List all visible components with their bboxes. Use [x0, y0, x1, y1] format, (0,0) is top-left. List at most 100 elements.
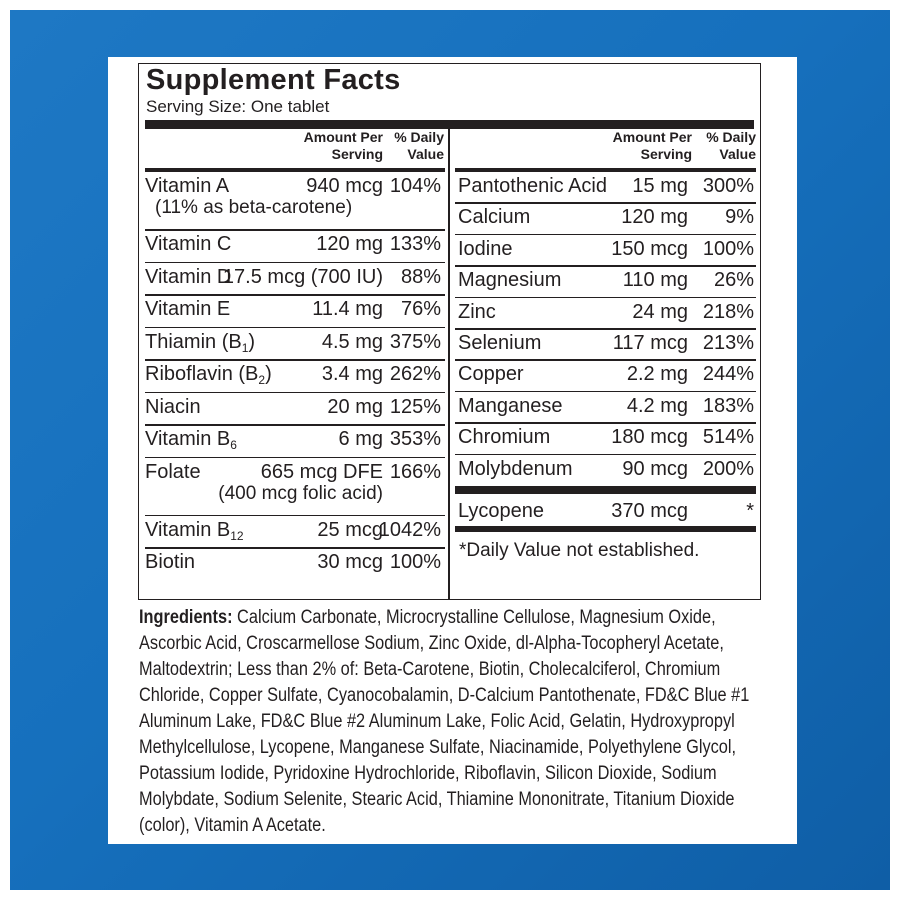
nutrient-name-subscript: 12 — [230, 528, 244, 543]
row-divider — [145, 514, 445, 516]
nutrient-amount: 3.4 mg — [321, 363, 383, 385]
lycopene-amount: 370 mcg — [611, 500, 688, 522]
row-divider — [455, 390, 756, 393]
nutrient-note: (11% as beta-carotene) — [155, 197, 353, 218]
nutrient-name: Vitamin B6 — [145, 428, 237, 452]
right-dv-header-text: % Daily Value — [706, 129, 756, 162]
row-divider — [455, 453, 756, 456]
ingredients-line: Potassium Iodide, Pyridoxine Hydrochlori… — [139, 763, 717, 784]
ingredients-line: Aluminum Lake, FD&C Blue #2 Aluminum Lak… — [139, 711, 735, 732]
nutrient-name: Vitamin B12 — [145, 518, 244, 543]
nutrient-dv: 213% — [702, 332, 754, 354]
nutrient-amount: 6 mg — [338, 428, 383, 450]
nutrient-dv: 244% — [702, 363, 754, 386]
ingredients-label: Ingredients: — [139, 607, 233, 628]
ingredients-line: Molybdate, Sodium Selenite, Stearic Acid… — [139, 789, 735, 810]
left-dv-header-text: % Daily Value — [394, 129, 444, 162]
nutrient-amount: 20 mg — [327, 395, 383, 418]
nutrient-name-subscript: 6 — [230, 438, 237, 452]
ingredients-line: Methylcellulose, Lycopene, Manganese Sul… — [139, 737, 737, 758]
nutrient-name: Vitamin A — [145, 175, 230, 197]
nutrient-amount: 120 mg — [316, 233, 383, 255]
left-dv-header: % Daily Value — [387, 129, 444, 171]
nutrient-amount: 4.5 mg — [321, 330, 383, 353]
nutrient-amount: 117 mcg — [612, 332, 688, 354]
nutrient-dv: 88% — [400, 265, 441, 288]
nutrient-dv: 125% — [389, 395, 441, 418]
nutrient-amount: 25 mcg — [317, 518, 383, 541]
ingredients-line: (color), Vitamin A Acetate. — [139, 815, 326, 836]
nutrient-amount: 180 mcg — [611, 426, 688, 449]
row-divider — [455, 265, 756, 267]
left-amount-header: Amount Per Serving — [299, 129, 383, 171]
nutrient-dv: 166% — [389, 460, 441, 483]
row-divider — [455, 422, 756, 424]
nutrient-name: Pantothenic Acid — [458, 175, 607, 197]
white-panel — [108, 57, 797, 844]
ingredients-line: Chloride, Copper Sulfate, Cyanocobalamin… — [139, 685, 750, 706]
lycopene-rule — [455, 486, 756, 494]
nutrient-name: Manganese — [458, 394, 563, 417]
daily-value-footnote: *Daily Value not established. — [459, 540, 700, 561]
ingredients-line: Maltodextrin; Less than 2% of: Beta-Caro… — [139, 659, 721, 680]
nutrient-name: Biotin — [145, 551, 196, 573]
row-divider — [455, 202, 756, 204]
row-divider — [145, 294, 445, 296]
row-divider — [145, 261, 445, 263]
nutrient-dv: 26% — [713, 269, 754, 292]
nutrient-name: Vitamin D — [145, 265, 232, 288]
supplement-facts-label: Supplement Facts Serving Size: One table… — [138, 63, 761, 600]
nutrient-dv: 76% — [400, 298, 441, 320]
nutrient-note: (400 mcg folic acid) — [218, 482, 383, 504]
title-rule — [145, 120, 754, 129]
nutrient-name: Riboflavin (B2) — [145, 363, 272, 387]
lycopene-name: Lycopene — [458, 500, 544, 522]
nutrient-amount: 665 mcg DFE — [260, 460, 383, 483]
label-title: Supplement Facts — [146, 64, 401, 96]
nutrient-dv: 100% — [389, 551, 441, 573]
nutrient-dv: 133% — [389, 233, 441, 255]
nutrient-name: Molybdenum — [458, 457, 573, 480]
nutrient-dv: 200% — [702, 457, 754, 480]
nutrient-name: Calcium — [458, 206, 531, 229]
footnote-rule — [455, 526, 756, 532]
row-divider — [455, 233, 756, 236]
row-divider — [455, 359, 756, 361]
left-amount-header-text: Amount Per Serving — [303, 129, 383, 162]
nutrient-amount: 2.2 mg — [626, 363, 688, 386]
nutrient-amount: 30 mcg — [317, 551, 383, 573]
nutrient-name: Vitamin E — [145, 298, 231, 320]
nutrient-amount: 4.2 mg — [626, 394, 688, 417]
nutrient-amount: 940 mcg — [306, 175, 383, 197]
nutrient-name: Copper — [458, 363, 524, 386]
row-divider — [145, 424, 445, 426]
nutrient-amount: 17.5 mcg (700 IU) — [222, 265, 383, 288]
nutrient-amount: 110 mg — [622, 269, 688, 292]
nutrient-amount: 120 mg — [621, 206, 688, 229]
nutrient-dv: 218% — [702, 300, 754, 323]
nutrient-dv: 100% — [702, 237, 754, 260]
nutrient-dv: 375% — [389, 330, 441, 353]
ingredients-section: Ingredients: Calcium Carbonate, Microcry… — [139, 605, 771, 839]
nutrient-name: Vitamin C — [145, 233, 232, 255]
ingredients-line: Calcium Carbonate, Microcrystalline Cell… — [237, 607, 716, 628]
row-divider — [145, 229, 445, 231]
lycopene-dv: * — [746, 500, 754, 522]
nutrient-dv: 9% — [725, 206, 754, 229]
right-amount-header-text: Amount Per Serving — [612, 129, 692, 162]
ingredients-text: Calcium Carbonate, Microcrystalline Cell… — [139, 607, 749, 836]
nutrient-amount: 90 mcg — [622, 457, 688, 480]
nutrient-amount: 150 mcg — [611, 237, 688, 260]
row-divider — [145, 359, 445, 361]
nutrient-name: Zinc — [458, 300, 496, 323]
row-divider — [145, 456, 445, 458]
nutrient-dv: 514% — [702, 426, 754, 449]
row-divider — [145, 391, 445, 393]
right-header-rule — [455, 168, 756, 172]
nutrient-dv: 104% — [389, 175, 441, 197]
nutrient-dv: 262% — [389, 363, 441, 385]
nutrient-amount: 24 mg — [632, 300, 688, 323]
right-amount-header: Amount Per Serving — [599, 129, 692, 171]
nutrient-name-subscript: 2 — [258, 373, 266, 387]
ingredients-line: Ascorbic Acid, Croscarmellose Sodium, Zi… — [139, 633, 724, 654]
